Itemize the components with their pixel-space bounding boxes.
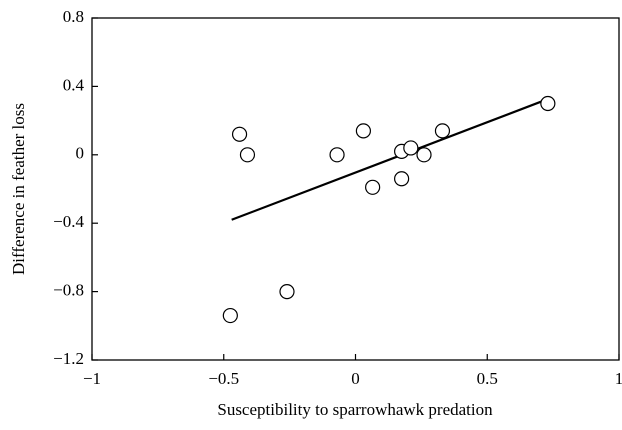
y-tick-label: −0.8 (53, 281, 84, 300)
point (231, 126, 248, 142)
point (416, 147, 432, 163)
y-tick-label: 0.8 (63, 7, 84, 26)
y-tick-label: 0 (76, 144, 85, 163)
point (394, 171, 410, 187)
plot-frame (91, 17, 620, 361)
point (540, 95, 556, 112)
x-tick-label: 1 (615, 369, 622, 388)
x-tick-label: −1 (83, 369, 101, 388)
point (279, 284, 295, 300)
x-tick-label: 0.5 (477, 369, 498, 388)
point (365, 179, 381, 195)
point (403, 140, 419, 156)
y-tick-label: 0.4 (63, 75, 85, 94)
x-tick-label: −0.5 (208, 369, 239, 388)
point (355, 123, 372, 139)
x-tick-label: 0 (351, 369, 360, 388)
y-tick-label: −1.2 (53, 349, 84, 368)
point (329, 147, 345, 163)
point (434, 123, 451, 139)
y-tick-label: −0.4 (53, 212, 84, 231)
point (222, 307, 238, 324)
point (239, 147, 256, 163)
fit-line (231, 99, 546, 221)
x-axis-label: Susceptibility to sparrowhawk predation (217, 400, 493, 419)
y-axis-label: Difference in feather loss (9, 103, 28, 275)
